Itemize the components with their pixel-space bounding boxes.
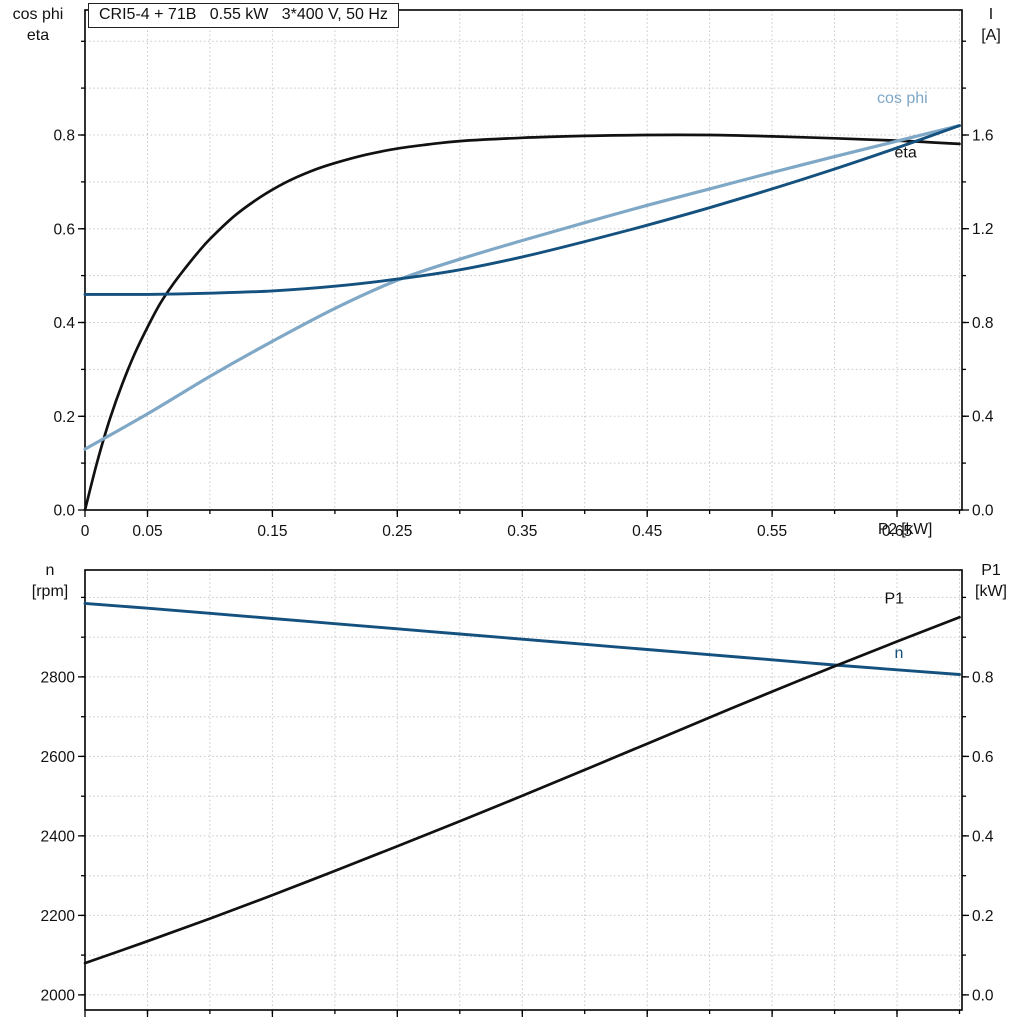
chart-title-box: CRI5-4 + 71B 0.55 kW 3*400 V, 50 Hz xyxy=(88,3,399,28)
curve-label-P1: P1 xyxy=(885,590,905,607)
y-right-tick-label: 0.8 xyxy=(972,315,994,332)
y-left-tick-label: 0.4 xyxy=(53,315,75,332)
axis-label-n: n xyxy=(45,562,55,579)
curve-label-speed-n: n xyxy=(895,645,904,662)
y-right-tick-label: 0.0 xyxy=(972,503,994,520)
x-tick-label: 0.55 xyxy=(757,523,787,540)
y-right-tick-label: 0.0 xyxy=(972,987,994,1004)
axis-label-kw: [kW] xyxy=(975,583,1007,600)
curve-current-I xyxy=(83,124,961,296)
x-axis-title: P2 [kW] xyxy=(878,521,933,538)
tick-marks xyxy=(78,596,969,1017)
y-left-tick-label: 2400 xyxy=(41,828,76,845)
plot-frame xyxy=(84,9,963,511)
gridlines xyxy=(85,570,962,1010)
x-tick-label: 0.05 xyxy=(132,523,162,540)
curve-label-cos-phi: cos phi xyxy=(877,90,928,107)
y-right-tick-label: 0.4 xyxy=(972,828,994,845)
curve-speed-n xyxy=(83,601,961,676)
chart-panel: 0 0.05 0.15 0.25 0.35 0.45 0.55 0.65 0.0 0.2 0.4 0.… xyxy=(53,9,994,541)
curve-P1 xyxy=(83,615,961,965)
axis-label-P1: P1 xyxy=(981,562,1001,579)
curve-eta xyxy=(83,133,961,512)
x-tick-label: 0.25 xyxy=(382,523,412,540)
axis-label-cos-phi: cos phi xyxy=(12,6,64,23)
curve-cos-phi xyxy=(83,124,962,451)
y-left-tick-label: 2600 xyxy=(41,749,76,766)
plot-frame xyxy=(84,569,963,1011)
tick-marks xyxy=(78,40,969,517)
y-left-tick-label: 2000 xyxy=(41,987,76,1004)
y-left-tick-label: 2200 xyxy=(41,908,76,925)
x-tick-label: 0.35 xyxy=(507,523,537,540)
y-left-tick-label: 0.8 xyxy=(53,128,75,145)
y-left-tick-label: 2800 xyxy=(41,669,76,686)
y-right-tick-label: 0.6 xyxy=(972,749,994,766)
curve-label-eta: eta xyxy=(895,145,917,162)
x-tick-label: 0 xyxy=(81,523,90,540)
gridlines xyxy=(85,10,962,510)
y-left-tick-label: 0.2 xyxy=(53,409,75,426)
axis-label-I: I xyxy=(988,6,994,23)
tick-labels: 0 0.05 0.15 0.25 0.35 0.45 0.55 0.65 0.0 0.2 0.4 0.… xyxy=(53,128,993,541)
x-tick-label: 0.15 xyxy=(257,523,287,540)
y-right-tick-label: 0.2 xyxy=(972,908,994,925)
axis-label-eta: eta xyxy=(26,27,50,44)
top-right-axis-title: I [A] xyxy=(962,4,1020,46)
tick-labels: 2000 2200 2400 2600 2800 0.0 0.2 0.4 0.6 0.8 xyxy=(41,669,994,1004)
y-left-tick-label: 0.0 xyxy=(53,503,75,520)
x-tick-label: 0.45 xyxy=(632,523,662,540)
y-right-tick-label: 1.2 xyxy=(972,221,994,238)
axis-label-rpm: [rpm] xyxy=(31,583,69,600)
y-right-tick-label: 1.6 xyxy=(972,128,994,145)
bottom-left-axis-title: n [rpm] xyxy=(16,560,84,602)
bottom-right-axis-title: P1 [kW] xyxy=(962,560,1020,602)
chart-panel: 2000 2200 2400 2600 2800 0.0 0.2 0.4 0.6 0.8 n P1 xyxy=(41,569,994,1017)
top-left-axis-title: cos phi eta xyxy=(4,4,72,46)
y-right-tick-label: 0.4 xyxy=(972,409,994,426)
x-tick-label: 0.65 xyxy=(882,523,912,540)
y-left-tick-label: 0.6 xyxy=(53,221,75,238)
axis-label-amps: [A] xyxy=(981,27,1001,44)
y-right-tick-label: 0.8 xyxy=(972,669,994,686)
